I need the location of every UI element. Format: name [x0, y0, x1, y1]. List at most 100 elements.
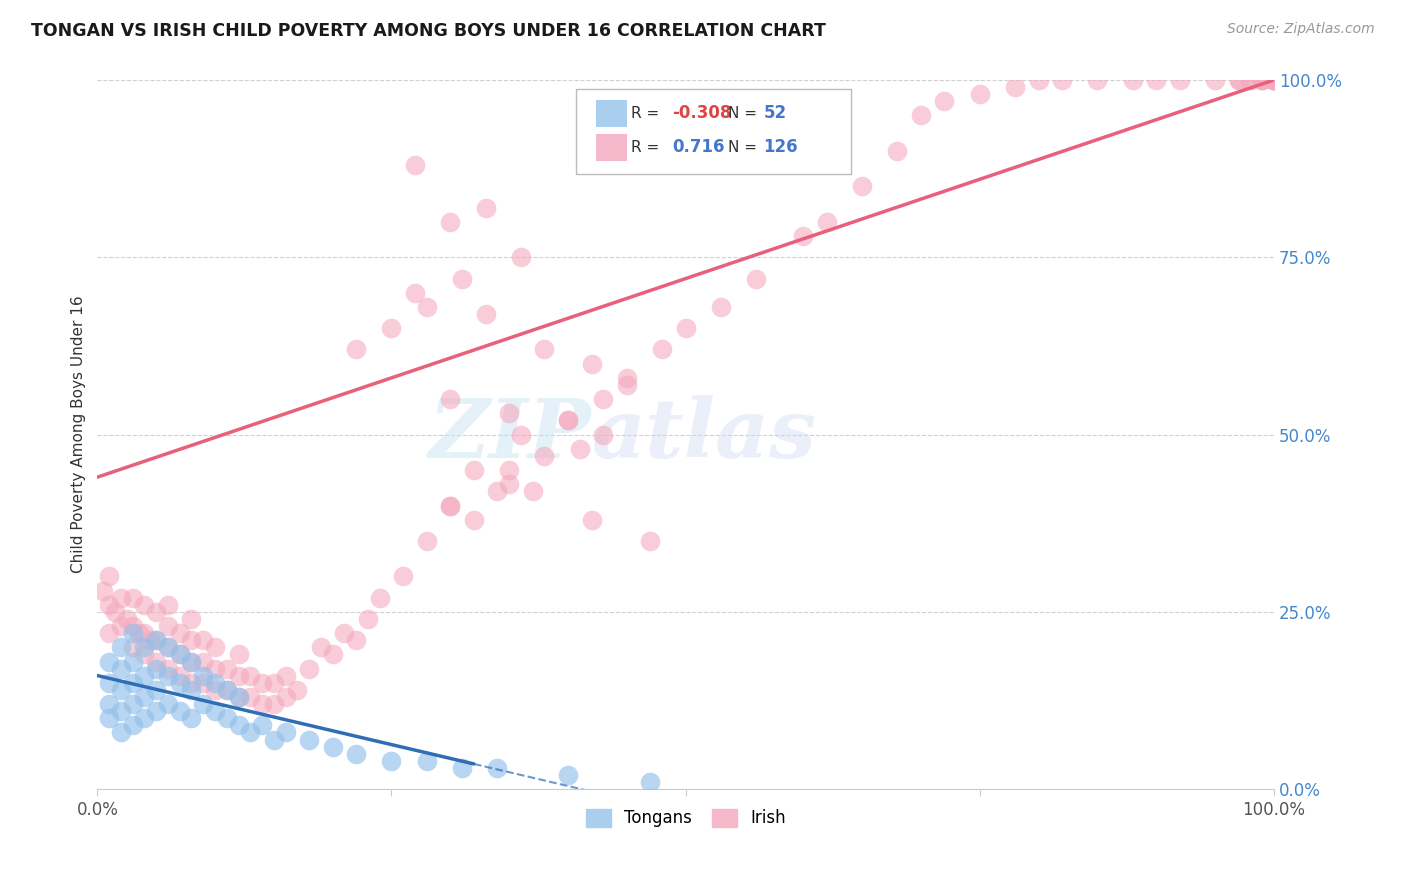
Point	[204, 676, 226, 690]
Point	[145, 605, 167, 619]
Point	[509, 427, 531, 442]
Point	[557, 768, 579, 782]
Point	[134, 598, 156, 612]
Text: N =: N =	[728, 106, 762, 120]
Point	[121, 591, 143, 605]
Point	[91, 583, 114, 598]
Legend: Tongans, Irish: Tongans, Irish	[579, 802, 793, 834]
Point	[557, 413, 579, 427]
Point	[287, 682, 309, 697]
Point	[98, 655, 121, 669]
Point	[1004, 80, 1026, 95]
Point	[344, 633, 367, 648]
Point	[474, 307, 496, 321]
Point	[357, 612, 380, 626]
Point	[156, 640, 179, 655]
Point	[121, 619, 143, 633]
Point	[228, 690, 250, 704]
Point	[169, 626, 191, 640]
Point	[121, 655, 143, 669]
Point	[110, 640, 132, 655]
Point	[180, 655, 202, 669]
Point	[344, 343, 367, 357]
Point	[156, 598, 179, 612]
Point	[169, 676, 191, 690]
Point	[380, 754, 402, 768]
Point	[98, 711, 121, 725]
Point	[204, 682, 226, 697]
Point	[568, 442, 591, 456]
Point	[134, 648, 156, 662]
Point	[486, 484, 509, 499]
Point	[215, 682, 238, 697]
Point	[1263, 73, 1285, 87]
Point	[250, 676, 273, 690]
Point	[250, 697, 273, 711]
Point	[239, 690, 262, 704]
Text: ZIP: ZIP	[429, 394, 592, 475]
Point	[156, 697, 179, 711]
Point	[1251, 73, 1274, 87]
Point	[274, 669, 297, 683]
Point	[509, 250, 531, 264]
Point	[1263, 73, 1285, 87]
Point	[139, 633, 162, 648]
Point	[204, 704, 226, 718]
Text: TONGAN VS IRISH CHILD POVERTY AMONG BOYS UNDER 16 CORRELATION CHART: TONGAN VS IRISH CHILD POVERTY AMONG BOYS…	[31, 22, 825, 40]
Point	[1263, 73, 1285, 87]
Point	[1050, 73, 1073, 87]
Point	[710, 300, 733, 314]
Point	[134, 690, 156, 704]
Point	[180, 633, 202, 648]
Text: -0.308: -0.308	[672, 104, 731, 122]
Point	[239, 725, 262, 739]
Point	[416, 533, 439, 548]
Point	[368, 591, 391, 605]
Point	[145, 704, 167, 718]
Point	[792, 229, 814, 244]
Point	[145, 633, 167, 648]
Point	[404, 285, 426, 300]
Point	[886, 144, 908, 158]
Point	[344, 747, 367, 761]
Point	[439, 215, 461, 229]
Point	[263, 676, 285, 690]
Point	[134, 640, 156, 655]
Point	[134, 669, 156, 683]
Point	[204, 640, 226, 655]
Point	[180, 711, 202, 725]
Point	[1263, 73, 1285, 87]
Point	[156, 662, 179, 676]
Point	[169, 648, 191, 662]
Point	[193, 676, 215, 690]
Point	[1227, 73, 1250, 87]
Point	[498, 477, 520, 491]
Point	[263, 732, 285, 747]
Point	[98, 676, 121, 690]
Point	[110, 682, 132, 697]
Point	[745, 271, 768, 285]
Text: 126: 126	[763, 138, 799, 156]
Point	[581, 357, 603, 371]
Point	[1144, 73, 1167, 87]
Point	[110, 619, 132, 633]
Point	[451, 271, 474, 285]
Point	[439, 499, 461, 513]
Point	[156, 619, 179, 633]
Point	[228, 718, 250, 732]
Point	[121, 676, 143, 690]
Point	[145, 662, 167, 676]
Point	[193, 669, 215, 683]
Point	[322, 648, 344, 662]
Point	[110, 662, 132, 676]
Text: 0.716: 0.716	[672, 138, 724, 156]
Point	[463, 463, 485, 477]
Point	[98, 697, 121, 711]
Point	[180, 676, 202, 690]
Point	[1251, 73, 1274, 87]
Text: N =: N =	[728, 140, 762, 154]
Point	[309, 640, 332, 655]
Point	[1239, 73, 1261, 87]
Point	[204, 662, 226, 676]
Point	[193, 697, 215, 711]
